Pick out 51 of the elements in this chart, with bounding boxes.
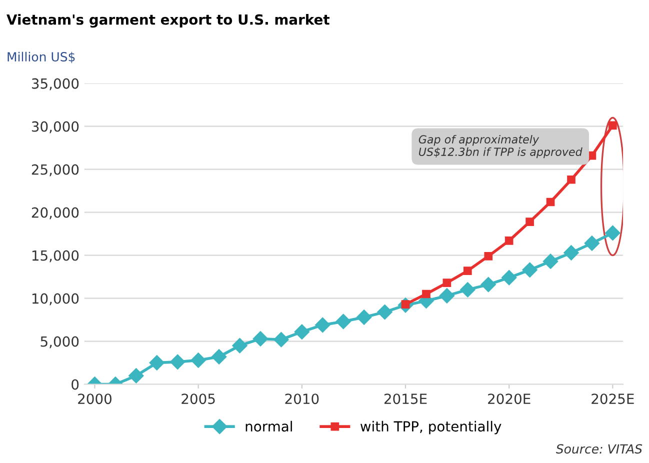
point — [564, 245, 579, 260]
point — [294, 324, 310, 340]
point — [567, 175, 576, 184]
point — [480, 276, 496, 292]
y-tick-label: 25,000 — [32, 164, 79, 176]
y-tick-label: 5,000 — [40, 336, 79, 348]
y-tick-label: 35,000 — [32, 78, 79, 90]
point — [170, 354, 186, 370]
x-tick-label: 2025E — [592, 394, 634, 404]
x-tick-label: 2015E — [384, 394, 427, 404]
x-tick-label: 2020E — [488, 394, 530, 404]
y-tick-label: 10,000 — [32, 293, 79, 306]
point — [232, 338, 248, 354]
source-note: Source: VITAS — [556, 444, 642, 454]
point — [211, 349, 227, 364]
point — [504, 236, 514, 245]
point — [605, 225, 620, 241]
point — [422, 290, 430, 298]
point — [484, 252, 493, 260]
point — [502, 270, 517, 286]
point — [315, 317, 330, 333]
point — [274, 332, 289, 348]
annotation: Gap of approximately US$12.3bn if TPP is approved — [418, 134, 582, 158]
y-axis-title: Million US$ — [8, 52, 75, 64]
point — [526, 218, 534, 226]
y-tick-label: 15,000 — [32, 250, 79, 262]
y-tick-label: 0 — [72, 379, 79, 390]
point — [190, 352, 206, 368]
point — [546, 198, 555, 206]
x-tick-label: 2000 — [78, 394, 112, 404]
y-tick-label: 30,000 — [32, 121, 79, 134]
point — [356, 310, 372, 325]
point — [128, 368, 144, 384]
legend-label: normal — [246, 420, 292, 432]
point — [608, 121, 617, 130]
x-tick-label: 2005 — [182, 394, 215, 404]
point — [584, 236, 600, 251]
point — [463, 266, 472, 275]
y-tick-label: 20,000 — [32, 207, 79, 220]
point — [149, 355, 164, 370]
x-tick-label: 2010 — [285, 394, 319, 404]
point — [442, 278, 452, 287]
point — [377, 304, 392, 320]
legend-label: with TPP, potentially — [360, 420, 502, 434]
chart-title: Vietnam's garment export to U.S. market — [6, 14, 330, 28]
point — [460, 282, 476, 298]
point — [542, 254, 558, 269]
point — [336, 314, 351, 330]
point — [439, 288, 455, 304]
point — [522, 262, 538, 278]
point — [252, 331, 268, 346]
